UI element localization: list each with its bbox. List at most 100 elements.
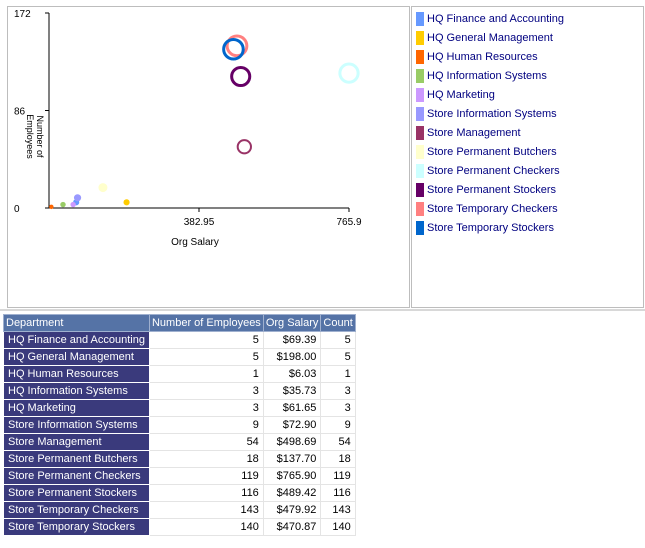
value-cell: $72.90: [262, 416, 322, 434]
legend-label: Store Temporary Checkers: [427, 203, 558, 215]
value-cell: 18: [148, 450, 264, 468]
legend-item: HQ General Management: [416, 30, 553, 46]
y-tick-label: 0: [14, 204, 20, 215]
value-cell: 5: [148, 348, 264, 366]
bubble-point: [230, 65, 252, 88]
legend-label: HQ Marketing: [427, 89, 495, 101]
value-cell: 143: [320, 501, 356, 519]
legend-item: Store Information Systems: [416, 106, 557, 122]
value-cell: $198.00: [262, 348, 322, 366]
column-header[interactable]: Department: [3, 314, 150, 332]
legend-label: Store Management: [427, 127, 521, 139]
bubble-point: [98, 183, 108, 193]
legend-swatch: [416, 164, 424, 178]
value-cell: 18: [320, 450, 356, 468]
legend-label: Store Temporary Stockers: [427, 222, 554, 234]
legend-label: HQ General Management: [427, 32, 553, 44]
legend-item: HQ Human Resources: [416, 49, 538, 65]
legend-swatch: [416, 12, 424, 26]
value-cell: 9: [148, 416, 264, 434]
table-row: Store Management 54 $498.69 54: [3, 433, 356, 451]
legend-item: HQ Finance and Accounting: [416, 11, 564, 27]
legend-label: HQ Finance and Accounting: [427, 13, 564, 25]
value-cell: 54: [320, 433, 356, 451]
bubble-point: [70, 201, 76, 208]
department-cell: HQ Marketing: [3, 399, 150, 417]
value-cell: 116: [320, 484, 356, 502]
y-axis-label: Number ofEmployees: [25, 114, 45, 159]
value-cell: $470.87: [262, 518, 322, 536]
value-cell: 119: [148, 467, 264, 485]
department-cell: Store Temporary Stockers: [3, 518, 150, 536]
department-cell: Store Permanent Checkers: [3, 467, 150, 485]
legend-label: Store Information Systems: [427, 108, 557, 120]
legend-swatch: [416, 183, 424, 197]
table-row: HQ Human Resources 1 $6.03 1: [3, 365, 356, 383]
department-cell: HQ Information Systems: [3, 382, 150, 400]
table-row: HQ Information Systems 3 $35.73 3: [3, 382, 356, 400]
legend-swatch: [416, 50, 424, 64]
legend-swatch: [416, 31, 424, 45]
table-row: Store Permanent Butchers 18 $137.70 18: [3, 450, 356, 468]
value-cell: 140: [320, 518, 356, 536]
value-cell: 3: [148, 399, 264, 417]
y-tick-label: 172: [14, 9, 31, 20]
legend-item: HQ Information Systems: [416, 68, 547, 84]
x-tick-label: 765.9: [336, 217, 361, 228]
y-axis-label-line: Employees: [25, 114, 35, 159]
table-row: HQ General Management 5 $198.00 5: [3, 348, 356, 366]
column-header[interactable]: Number of Employees: [148, 314, 264, 332]
legend-label: HQ Human Resources: [427, 51, 538, 63]
value-cell: $6.03: [262, 365, 322, 383]
legend-item: Store Permanent Butchers: [416, 144, 557, 160]
x-tick-label: 382.95: [184, 217, 215, 228]
department-cell: Store Permanent Butchers: [3, 450, 150, 468]
value-cell: $765.90: [262, 467, 322, 485]
chart-axes: 0 86 172 382.95 765.9 Org Salary Number ofEmpl…: [14, 9, 362, 248]
department-cell: Store Permanent Stockers: [3, 484, 150, 502]
panel-divider: [0, 309, 645, 311]
x-axis-label: Org Salary: [171, 237, 219, 248]
value-cell: 3: [320, 382, 356, 400]
bubble-point: [49, 204, 54, 210]
value-cell: 5: [148, 331, 264, 349]
value-cell: 1: [148, 365, 264, 383]
legend-swatch: [416, 88, 424, 102]
department-cell: Store Management: [3, 433, 150, 451]
legend-item: Store Temporary Checkers: [416, 201, 558, 217]
table-row: Store Temporary Stockers 140 $470.87 140: [3, 518, 356, 536]
value-cell: 5: [320, 331, 356, 349]
legend: HQ Finance and Accounting HQ General Mana…: [411, 6, 644, 308]
table-row: Store Temporary Checkers 143 $479.92 143: [3, 501, 356, 519]
bubble-point: [73, 194, 82, 202]
department-cell: HQ General Management: [3, 348, 150, 366]
column-header[interactable]: Count: [320, 314, 356, 332]
value-cell: 140: [148, 518, 264, 536]
value-cell: 54: [148, 433, 264, 451]
legend-label: Store Permanent Checkers: [427, 165, 560, 177]
value-cell: 3: [148, 382, 264, 400]
legend-swatch: [416, 107, 424, 121]
department-cell: HQ Finance and Accounting: [3, 331, 150, 349]
legend-swatch: [416, 145, 424, 159]
value-cell: $61.65: [262, 399, 322, 417]
table-row: Store Information Systems 9 $72.90 9: [3, 416, 356, 434]
legend-item: Store Temporary Stockers: [416, 220, 554, 236]
column-header[interactable]: Org Salary: [262, 314, 322, 332]
value-cell: 116: [148, 484, 264, 502]
department-cell: Store Information Systems: [3, 416, 150, 434]
legend-item: Store Management: [416, 125, 521, 141]
data-table: Department Number of Employees Org Salary C…: [3, 314, 356, 536]
legend-swatch: [416, 202, 424, 216]
value-cell: 9: [320, 416, 356, 434]
table-body: HQ Finance and Accounting 5 $69.39 5 HQ Gene…: [3, 331, 356, 536]
department-cell: Store Temporary Checkers: [3, 501, 150, 519]
bubble-point: [60, 201, 66, 208]
legend-label: HQ Information Systems: [427, 70, 547, 82]
bubble-point: [123, 199, 130, 206]
value-cell: 5: [320, 348, 356, 366]
legend-label: Store Permanent Butchers: [427, 146, 557, 158]
bubble-point: [225, 34, 249, 58]
legend-item: Store Permanent Stockers: [416, 182, 556, 198]
value-cell: 3: [320, 399, 356, 417]
